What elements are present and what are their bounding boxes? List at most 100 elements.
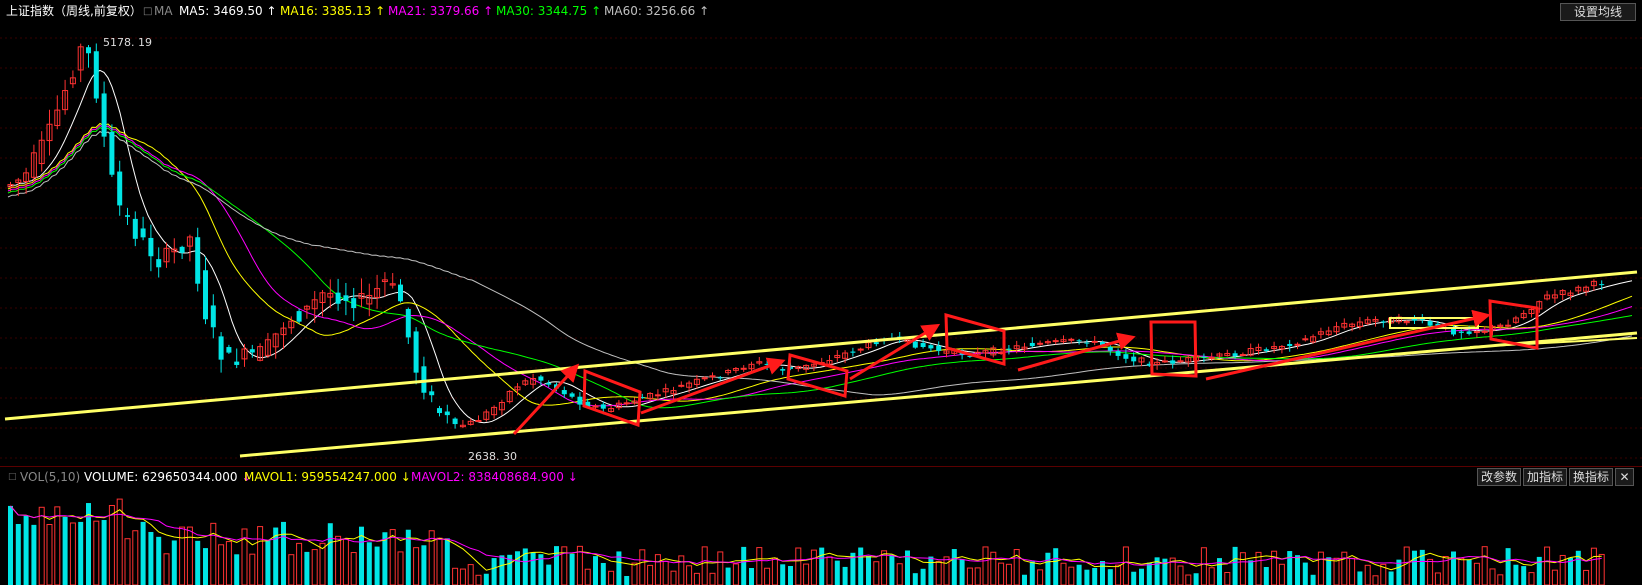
volume-bar-down [554, 546, 559, 585]
trend-arrow [849, 323, 941, 381]
candle-body-down [1076, 340, 1082, 342]
volume-bar-up [296, 542, 303, 585]
candle-body-down [1029, 342, 1035, 347]
volume-bar-down [1092, 567, 1098, 585]
candle-body-down [1100, 341, 1105, 347]
candlestick-chart[interactable]: 5178. 19 2638. 30 [0, 22, 1642, 466]
volume-bar-down [1505, 548, 1511, 585]
candle-body-up [701, 377, 708, 380]
candle-body-down [179, 246, 185, 253]
candle-body-down [920, 343, 926, 347]
volume-bar-down [1217, 558, 1222, 585]
trend-arrow [512, 363, 580, 436]
candle-body-up [990, 347, 997, 356]
volume-bar-down [858, 547, 864, 585]
candle-body-up [974, 351, 981, 356]
ma-checkbox-label: MA [154, 4, 173, 18]
volume-header: □ VOL(5,10) VOLUME: 629650344.000 ↓ MAVO… [0, 467, 1642, 486]
volume-bar-down [546, 564, 552, 585]
volume-bar-up [210, 522, 217, 585]
volume-bar-up [1224, 572, 1231, 585]
close-icon[interactable]: ✕ [1615, 468, 1634, 486]
volume-bar-down [1146, 562, 1152, 585]
volume-bar-down [515, 551, 520, 585]
volume-bar-up [1005, 563, 1012, 585]
volume-bar-down [951, 549, 957, 585]
candle-body-up [1224, 353, 1231, 357]
candle-body-up [1481, 330, 1488, 333]
volume-bar-up [54, 506, 61, 585]
volume-bar-down [819, 547, 825, 585]
volume-bar-down [1107, 569, 1113, 585]
volume-bar-up [93, 520, 100, 585]
candle-body-up [327, 292, 334, 298]
volume-bar-up [397, 551, 404, 585]
volume-chart[interactable] [0, 486, 1642, 585]
candle-body-up [1520, 313, 1527, 319]
trend-arrow [640, 357, 786, 415]
volume-bar-down [1575, 550, 1581, 585]
mavol1-line [10, 505, 1602, 571]
candle-body-up [1255, 346, 1262, 352]
volume-indicator-name: VOL(5,10) [20, 470, 81, 484]
volume-bar-up [1551, 569, 1558, 585]
volume-bar-up [693, 572, 700, 585]
volume-bar-down [483, 573, 489, 585]
volume-bar-up [311, 549, 318, 585]
volume-checkbox[interactable]: □ [8, 472, 17, 482]
candle-body-down [912, 341, 918, 348]
index-title: 上证指数（周线,前复权） [6, 4, 142, 18]
candle-body-up [670, 390, 677, 395]
modify-params-button[interactable]: 改参数 [1477, 468, 1521, 486]
volume-bar-up [459, 568, 466, 585]
candle-body-up [1317, 331, 1324, 335]
volume-bar-down [1193, 573, 1199, 585]
candle-body-up [1528, 309, 1535, 315]
candle-body-down [444, 411, 450, 416]
candle-body-up [1583, 286, 1590, 292]
candle-body-down [1170, 360, 1176, 364]
volume-bar-down [86, 503, 91, 585]
switch-indicator-button[interactable]: 换指标 [1569, 468, 1613, 486]
volume-bar-down [1162, 558, 1168, 585]
volume-bar-down [600, 562, 606, 585]
volume-bar-down [928, 556, 934, 585]
volume-bar-down [1357, 571, 1363, 585]
volume-bar-up [990, 551, 997, 585]
volume-bar-down [749, 567, 754, 585]
ma-checkbox[interactable]: □ [143, 6, 153, 17]
candle-body-up [1567, 292, 1574, 296]
volume-bar-down [382, 532, 388, 585]
candle-body-down [421, 366, 427, 393]
volume-bar-up [1489, 568, 1496, 585]
candle-body-up [366, 294, 373, 305]
candle-body-up [288, 320, 295, 329]
candle-body-up [389, 283, 396, 286]
candle-body-down [1427, 321, 1433, 326]
volume-bar-up [709, 572, 716, 585]
trend-arrow [1205, 309, 1491, 381]
volume-bar-up [428, 530, 435, 585]
candle-body-up [1052, 340, 1059, 343]
candle-body-down [335, 292, 341, 304]
volume-bar-down [421, 545, 427, 585]
add-indicator-button[interactable]: 加指标 [1523, 468, 1567, 486]
volume-bar-up [475, 574, 482, 585]
settings-ma-button[interactable]: 设置均线 [1560, 3, 1636, 21]
candle-body-up [23, 172, 30, 183]
candle-body-down [109, 131, 115, 175]
candle-body-up [459, 424, 466, 428]
candle-body-down [569, 393, 575, 397]
volume-bar-down [1513, 564, 1519, 585]
ma16-line [7, 122, 1633, 406]
candle-body-down [1458, 331, 1464, 333]
candle-body-up [662, 388, 669, 393]
highlight-box [944, 313, 1006, 366]
volume-bar-up [810, 549, 817, 585]
volume-bar-down [1536, 556, 1542, 585]
volume-bar-up [1208, 567, 1215, 585]
candle-body-up [1325, 330, 1332, 336]
volume-bar-down [1388, 571, 1394, 585]
candle-body-down [117, 171, 123, 206]
volume-bar-up [467, 564, 474, 585]
